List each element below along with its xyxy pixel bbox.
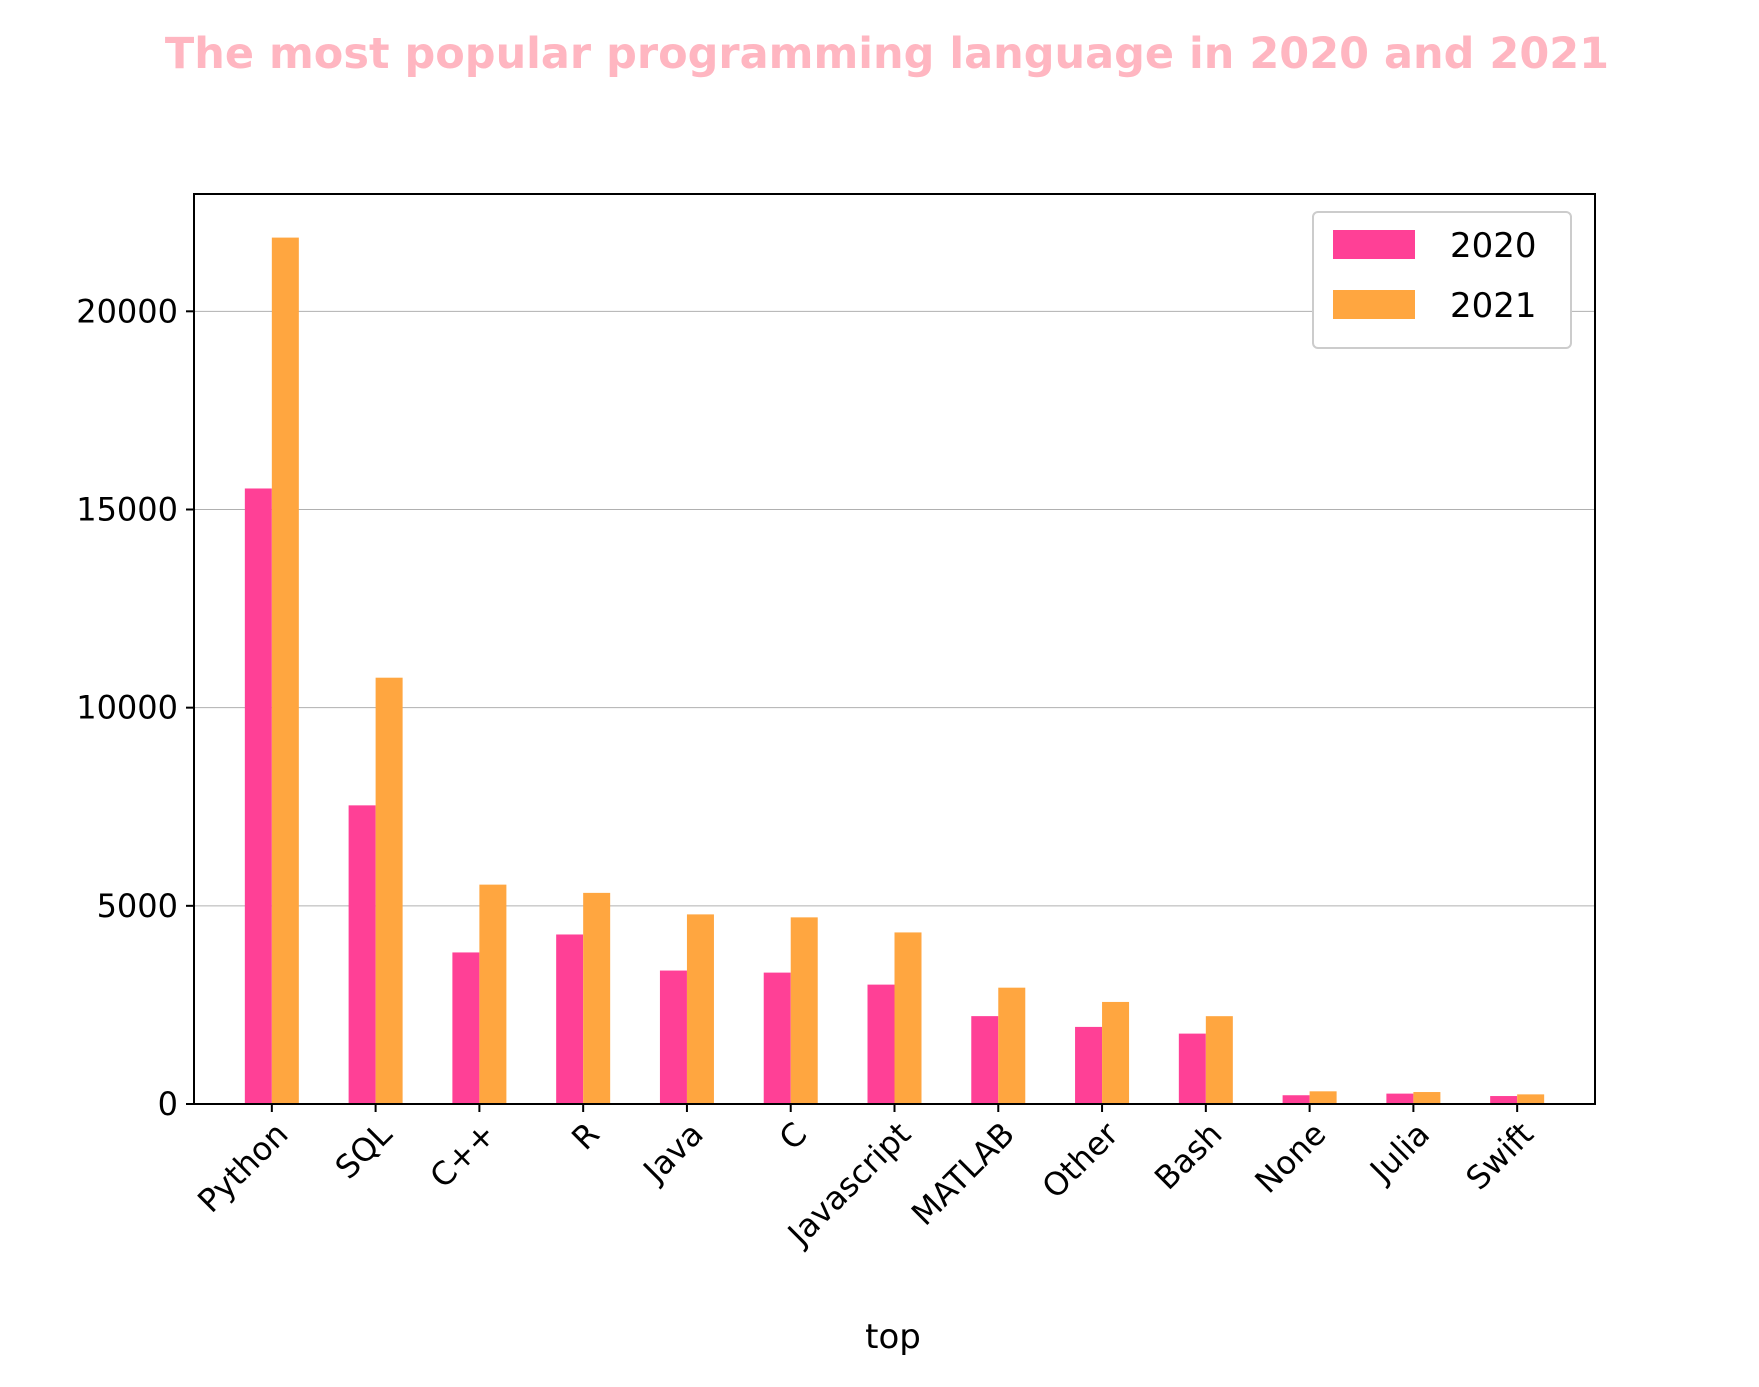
x-tick-label: C++ [422, 1115, 503, 1196]
gridlines [194, 310, 1595, 907]
chart-title: The most popular programming language in… [165, 29, 1609, 79]
bar-2020-C++ [452, 952, 480, 1104]
y-tick-label: 20000 [76, 292, 178, 330]
x-tick-label: Java [635, 1115, 711, 1191]
bars [244, 237, 1545, 1105]
x-tick-label: None [1247, 1115, 1333, 1201]
legend-label-2021: 2021 [1450, 286, 1537, 326]
legend-label-2020: 2020 [1450, 226, 1537, 266]
bar-2020-SQL [348, 805, 376, 1104]
y-tick-label: 0 [158, 1085, 178, 1123]
bar-2021-Swift [1517, 1094, 1545, 1104]
x-tick-label: R [564, 1115, 607, 1158]
bar-2021-SQL [375, 677, 403, 1104]
bar-2020-Javascript [867, 984, 895, 1104]
bar-2021-Python [271, 237, 299, 1105]
bar-2020-None [1282, 1095, 1310, 1104]
bar-2020-Bash [1178, 1033, 1206, 1104]
bar-2020-Python [244, 488, 272, 1105]
bar-2020-Julia [1386, 1093, 1414, 1104]
bar-2021-Julia [1413, 1092, 1441, 1104]
bar-2020-MATLAB [971, 1016, 999, 1104]
bar-2021-C [790, 917, 818, 1104]
bar-2021-Java [686, 914, 714, 1104]
x-tick-label: MATLAB [904, 1115, 1022, 1233]
legend-swatch-2021 [1333, 290, 1415, 319]
x-axis-label: top [865, 1317, 921, 1357]
legend: 2020 2021 [1312, 211, 1572, 349]
x-tick-label: Other [1035, 1114, 1127, 1206]
y-tick-label: 15000 [76, 490, 178, 528]
bar-2021-Javascript [894, 932, 922, 1104]
bar-2020-C [763, 972, 791, 1104]
legend-swatch-2020 [1333, 230, 1415, 259]
bar-2021-R [583, 892, 611, 1104]
x-tick-label: Swift [1458, 1115, 1540, 1197]
bar-2020-Swift [1490, 1096, 1518, 1104]
x-tick-label: Python [190, 1115, 295, 1220]
bar-2021-C++ [479, 884, 507, 1104]
y-tick-label: 10000 [76, 689, 178, 727]
bar-2020-R [556, 934, 584, 1104]
bar-2021-None [1309, 1091, 1337, 1104]
bar-2021-Other [1102, 1001, 1130, 1104]
bar-2020-Java [659, 970, 687, 1104]
bar-2021-Bash [1205, 1016, 1233, 1104]
x-tick-label: Bash [1147, 1115, 1229, 1197]
bar-2021-MATLAB [998, 987, 1026, 1104]
x-tick-label: C [772, 1115, 815, 1158]
x-tick-label: Julia [1361, 1115, 1437, 1191]
x-tick-label: SQL [328, 1115, 400, 1187]
y-axis: 0 5000 10000 15000 20000 [76, 292, 194, 1123]
y-tick-label: 5000 [97, 887, 178, 925]
bar-2020-Other [1075, 1026, 1103, 1104]
